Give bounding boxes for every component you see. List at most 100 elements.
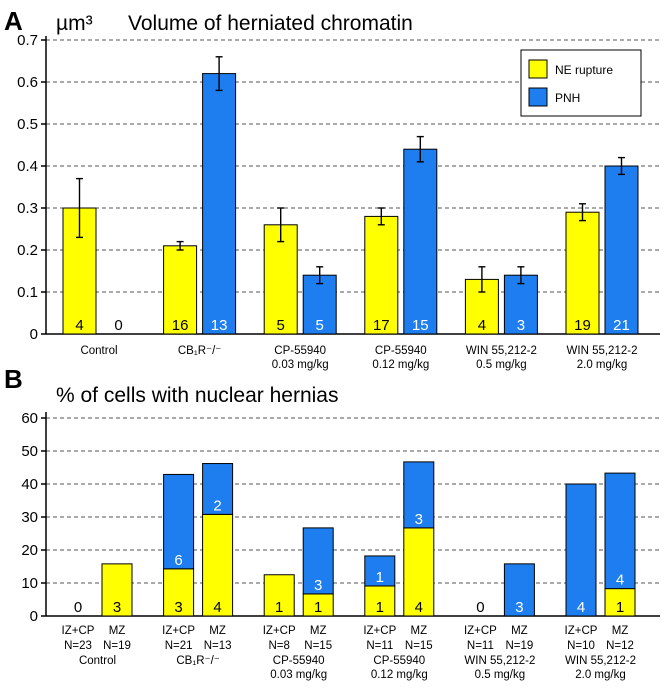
bar-pnh	[604, 472, 636, 590]
category-label: 2.0 mg/kg	[577, 359, 628, 371]
bar-count-label: 3	[515, 599, 523, 616]
category-label: WIN 55,212-2	[567, 345, 638, 357]
bar-count-label: 2	[213, 497, 221, 514]
legend-label: NE rupture	[555, 63, 613, 77]
bar-count-label: 3	[415, 511, 423, 528]
bar-ne-rupture	[364, 215, 399, 335]
bar-n-label: N=13	[204, 640, 232, 652]
category-label: 0.12 mg/kg	[371, 669, 428, 681]
bar-region-label: IZ+CP	[263, 625, 296, 637]
bar-n-label: N=11	[467, 640, 494, 652]
bar-n-label: N=12	[606, 640, 634, 652]
bar-count-label: 4	[616, 572, 624, 589]
category-label: WIN 55,212-2	[466, 345, 537, 357]
y-tick-label: 40	[21, 476, 38, 493]
bar-n-label: N=8	[268, 640, 289, 652]
category-label: CB₁R⁻/⁻	[176, 655, 220, 667]
bar-count-label: 0	[114, 317, 122, 334]
bar-n-label: N=19	[103, 640, 131, 652]
bar-n-label: N=15	[304, 640, 332, 652]
bar-pnh	[202, 73, 237, 335]
bar-pnh	[503, 274, 538, 335]
bar-pnh	[302, 527, 334, 595]
y-tick-label: 0.4	[17, 158, 38, 175]
bar-count-label: 3	[113, 599, 121, 616]
bar-region-label: MZ	[310, 625, 327, 637]
bar-region-label: MZ	[511, 625, 528, 637]
bar-count-label: 4	[478, 317, 486, 334]
y-tick-label: 20	[21, 542, 38, 559]
category-label: 0.5 mg/kg	[476, 359, 527, 371]
bar-ne-rupture	[464, 278, 499, 335]
panel-a-chart: 0 0.1 0.2 0.3 0.4 0.5 0.6 0.7 4 0 Control 16 13 CB₁R⁻…	[17, 32, 660, 371]
bar-pnh	[202, 463, 234, 515]
bar-ne-rupture	[565, 211, 600, 335]
category-label: 0.03 mg/kg	[270, 669, 327, 681]
bar-count-label: 16	[172, 317, 189, 334]
bar-region-label: MZ	[612, 625, 629, 637]
bar-n-label: N=19	[505, 640, 533, 652]
legend-swatch	[528, 87, 548, 107]
bar-count-label: 5	[316, 317, 324, 334]
bar-count-label: 4	[577, 599, 585, 616]
y-tick-label: 0.5	[17, 116, 38, 133]
bar-ne-rupture	[163, 568, 195, 617]
panel-a-unit-label: µm³	[56, 12, 93, 35]
panel-b-chart: 01020304050600IZ+CPN=233MZN=19Control36I…	[21, 410, 660, 681]
bar-count-label: 0	[476, 599, 484, 616]
y-tick-label: 60	[21, 410, 38, 427]
panel-letter-a: A	[4, 6, 23, 36]
bar-pnh	[565, 483, 597, 617]
y-tick-label: 10	[21, 575, 38, 592]
bar-pnh	[403, 461, 435, 529]
legend-swatch	[528, 59, 548, 79]
bar-ne-rupture	[604, 588, 636, 617]
bar-count-label: 4	[415, 599, 423, 616]
bar-count-label: 15	[412, 317, 429, 334]
bar-count-label: 21	[613, 317, 630, 334]
bar-count-label: 17	[373, 317, 390, 334]
legend-label: PNH	[555, 91, 580, 105]
bar-count-label: 3	[174, 599, 182, 616]
panel-b-title: % of cells with nuclear hernias	[56, 384, 338, 407]
bar-n-label: N=23	[64, 640, 92, 652]
bar-n-label: N=11	[366, 640, 393, 652]
bar-region-label: IZ+CP	[62, 625, 95, 637]
bar-ne-rupture	[101, 563, 133, 617]
category-label: 0.5 mg/kg	[475, 669, 526, 681]
bar-region-label: MZ	[209, 625, 226, 637]
bar-region-label: IZ+CP	[363, 625, 396, 637]
bar-count-label: 4	[213, 599, 221, 616]
category-label: 0.12 mg/kg	[372, 359, 429, 371]
bar-pnh	[302, 274, 337, 335]
y-tick-label: 0.2	[17, 242, 38, 259]
bar-n-label: N=15	[405, 640, 433, 652]
category-label: CP-55940	[273, 655, 325, 667]
category-label: WIN 55,212-2	[464, 655, 535, 667]
bar-count-label: 19	[574, 317, 591, 334]
y-tick-label: 30	[21, 509, 38, 526]
bar-region-label: IZ+CP	[162, 625, 195, 637]
bar-region-label: IZ+CP	[464, 625, 497, 637]
bar-count-label: 3	[517, 317, 525, 334]
bar-ne-rupture	[364, 585, 396, 617]
category-label: 2.0 mg/kg	[575, 669, 626, 681]
bar-ne-rupture	[263, 574, 295, 617]
panel-letter-b: B	[4, 364, 23, 394]
bar-count-label: 5	[277, 317, 285, 334]
bar-pnh	[503, 563, 535, 617]
category-label: WIN 55,212-2	[565, 655, 636, 667]
bar-count-label: 3	[314, 577, 322, 594]
category-label: Control	[80, 345, 117, 357]
bar-region-label: IZ+CP	[565, 625, 598, 637]
category-label: CP-55940	[373, 655, 425, 667]
bar-count-label: 4	[75, 317, 83, 334]
bar-ne-rupture	[263, 224, 298, 335]
category-label: 0.03 mg/kg	[272, 359, 329, 371]
bar-n-label: N=10	[567, 640, 595, 652]
bar-count-label: 0	[74, 599, 82, 616]
y-tick-label: 50	[21, 443, 38, 460]
category-label: CB₁R⁻/⁻	[178, 345, 222, 357]
bar-count-label: 1	[376, 599, 384, 616]
